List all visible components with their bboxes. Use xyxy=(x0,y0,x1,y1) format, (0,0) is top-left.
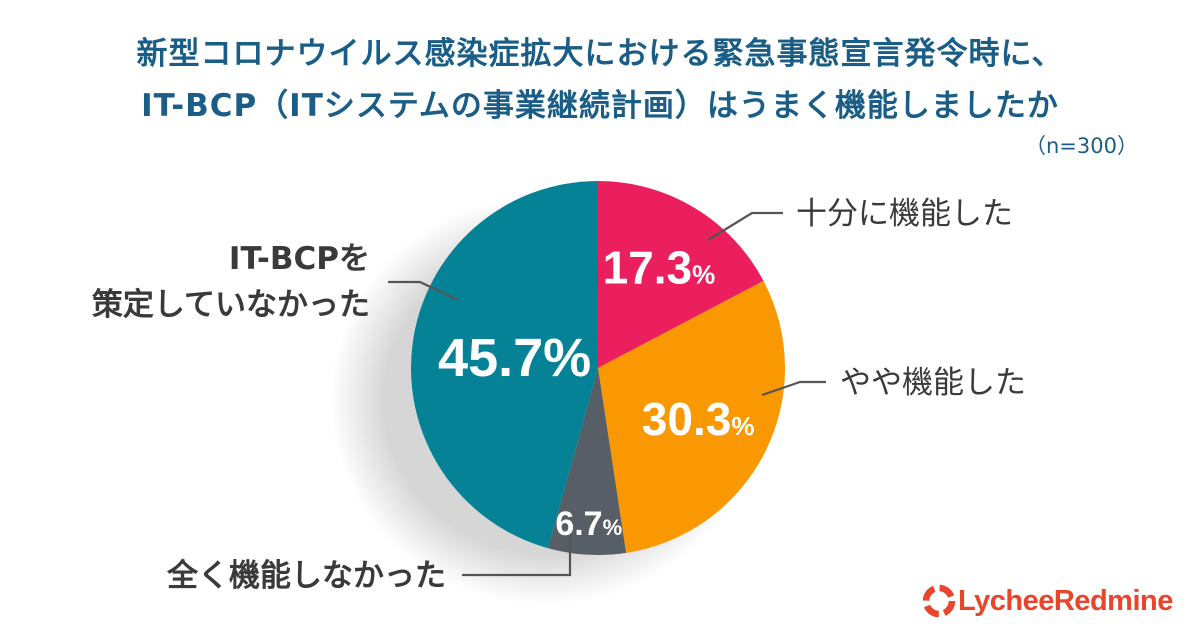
chart-title-line2: IT-BCP（ITシステムの事業継続計画）はうまく機能しましたか xyxy=(141,88,1059,124)
pie-slice-1 xyxy=(598,181,764,368)
category-label-4: IT-BCPを策定していなかった xyxy=(92,241,370,323)
data-label-3: 6.7% xyxy=(555,505,622,543)
category-label-1: 十分に機能した xyxy=(796,196,1013,232)
lychee-logo-icon xyxy=(922,584,956,618)
category-label-2: やや機能した xyxy=(840,365,1026,401)
data-label-2: 30.3% xyxy=(642,393,755,445)
data-label-1: 17.3% xyxy=(603,242,716,294)
sample-size-label: （n=300） xyxy=(1025,134,1138,158)
pie-slice-4 xyxy=(411,181,598,549)
brand-logo-text: LycheeRedmine xyxy=(958,584,1173,617)
leader-line-3 xyxy=(462,530,572,577)
chart-title-line1: 新型コロナウイルス感染症拡大における緊急事態宣言発令時に、 xyxy=(136,36,1064,72)
pie-slice-2 xyxy=(598,281,786,553)
leader-line-4 xyxy=(388,280,459,301)
pie-slice-3 xyxy=(548,368,627,555)
category-label-3: 全く機能しなかった xyxy=(166,558,446,594)
leader-line-2 xyxy=(761,380,826,397)
data-label-4: 45.7% xyxy=(438,328,591,388)
brand-logo: LycheeRedmine xyxy=(920,582,1173,620)
leader-line-1 xyxy=(707,211,783,241)
